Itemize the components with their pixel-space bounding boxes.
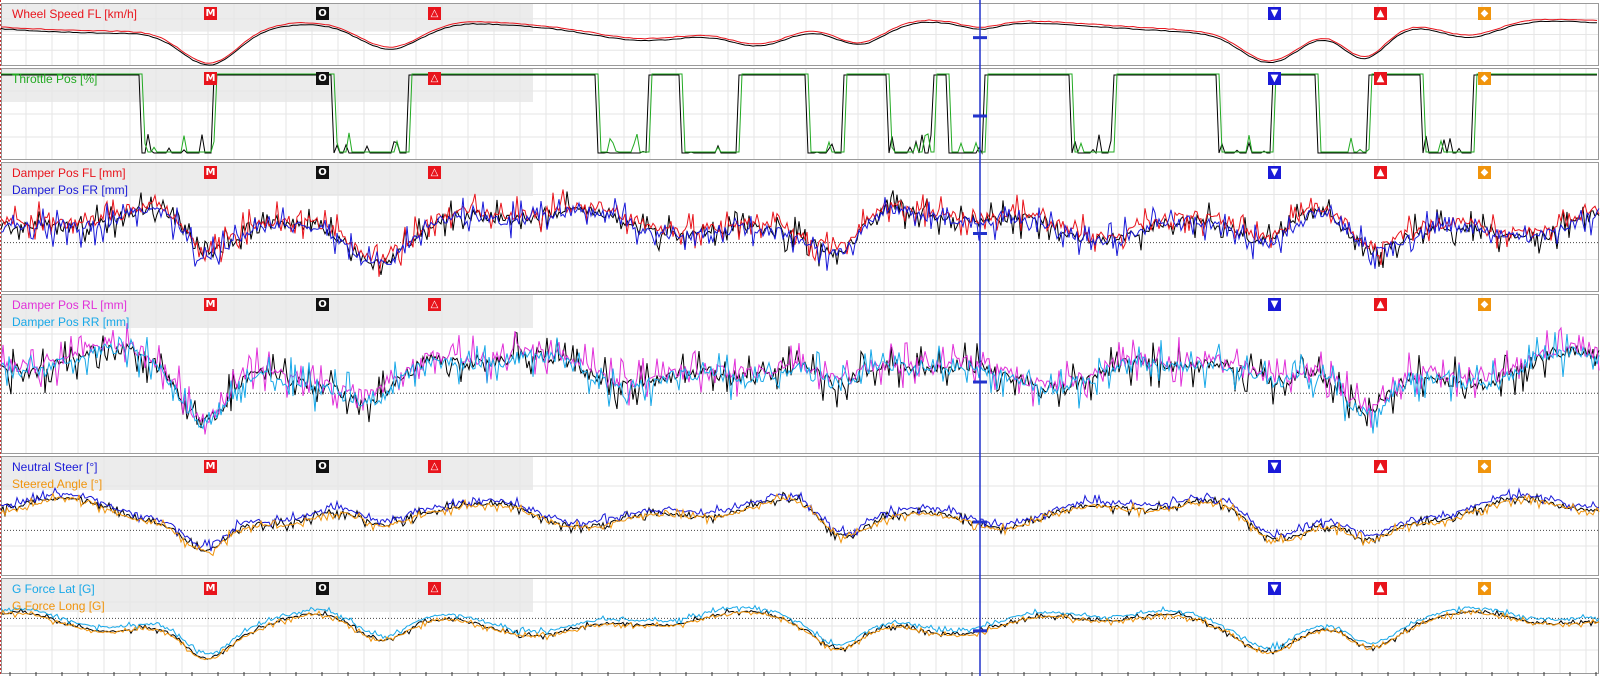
marker-down-icon[interactable]: ▼ [1268, 166, 1281, 179]
marker-triangle-icon[interactable]: △ [428, 460, 441, 473]
marker-m-icon[interactable]: M [204, 582, 217, 595]
chart-panel-6[interactable] [0, 578, 1600, 674]
trace-line [1, 18, 1598, 64]
trace-line [1, 73, 1597, 153]
marker-up-icon[interactable]: ▲ [1374, 166, 1387, 179]
marker-m-icon[interactable]: M [204, 72, 217, 85]
marker-m-icon[interactable]: M [204, 460, 217, 473]
series-label: Throttle Pos [%] [12, 72, 98, 86]
panel-border [1, 578, 1599, 674]
trace-line [0, 323, 1600, 435]
marker-o-icon[interactable]: O [316, 166, 329, 179]
series-label: Wheel Speed FL [km/h] [12, 7, 137, 21]
marker-triangle-icon[interactable]: △ [428, 166, 441, 179]
trace-line [0, 189, 1600, 277]
marker-diamond-icon[interactable]: ◆ [1478, 166, 1491, 179]
marker-down-icon[interactable]: ▼ [1268, 298, 1281, 311]
marker-o-icon[interactable]: O [316, 460, 329, 473]
panel-label-band [1, 162, 533, 196]
panel-border [1, 294, 1599, 454]
marker-o-icon[interactable]: O [316, 7, 329, 20]
trace-line [0, 604, 1600, 655]
panel-label-band [1, 578, 533, 612]
marker-o-icon[interactable]: O [316, 582, 329, 595]
series-label: Damper Pos RL [mm] [12, 298, 127, 312]
trace-line [1, 74, 1597, 155]
marker-diamond-icon[interactable]: ◆ [1478, 582, 1491, 595]
marker-triangle-icon[interactable]: △ [428, 72, 441, 85]
trace-line [0, 197, 1600, 271]
panel-border [1, 3, 1599, 66]
trace-line [0, 491, 1600, 557]
marker-down-icon[interactable]: ▼ [1268, 582, 1281, 595]
trace-line [0, 486, 1600, 552]
marker-up-icon[interactable]: ▲ [1374, 582, 1387, 595]
marker-down-icon[interactable]: ▼ [1268, 72, 1281, 85]
chart-panel-3[interactable] [0, 162, 1600, 292]
marker-up-icon[interactable]: ▲ [1374, 460, 1387, 473]
trace-line [0, 20, 1597, 66]
marker-diamond-icon[interactable]: ◆ [1478, 460, 1491, 473]
marker-diamond-icon[interactable]: ◆ [1478, 298, 1491, 311]
marker-m-icon[interactable]: M [204, 298, 217, 311]
chart-panel-1[interactable] [0, 3, 1599, 66]
marker-o-icon[interactable]: O [316, 298, 329, 311]
series-label: Damper Pos FR [mm] [12, 183, 129, 197]
series-label: Steered Angle [°] [12, 477, 103, 491]
marker-diamond-icon[interactable]: ◆ [1478, 7, 1491, 20]
chart-panel-4[interactable] [0, 294, 1600, 454]
trace-line [0, 608, 1600, 661]
panel-label-band [1, 294, 533, 328]
chart-panel-5[interactable] [0, 456, 1600, 576]
marker-triangle-icon[interactable]: △ [428, 582, 441, 595]
series-label: G Force Long [G] [12, 599, 105, 613]
marker-o-icon[interactable]: O [316, 72, 329, 85]
marker-triangle-icon[interactable]: △ [428, 298, 441, 311]
panel-border [1, 68, 1599, 160]
marker-up-icon[interactable]: ▲ [1374, 72, 1387, 85]
marker-down-icon[interactable]: ▼ [1268, 460, 1281, 473]
panel-border [1, 456, 1599, 576]
marker-diamond-icon[interactable]: ◆ [1478, 72, 1491, 85]
marker-m-icon[interactable]: M [204, 166, 217, 179]
series-label: Damper Pos RR [mm] [12, 315, 130, 329]
series-label: Damper Pos FL [mm] [12, 166, 126, 180]
marker-m-icon[interactable]: M [204, 7, 217, 20]
series-label: G Force Lat [G] [12, 582, 95, 596]
panel-label-band [1, 456, 533, 490]
chart-panel-2[interactable] [1, 68, 1599, 160]
marker-triangle-icon[interactable]: △ [428, 7, 441, 20]
marker-up-icon[interactable]: ▲ [1374, 7, 1387, 20]
marker-up-icon[interactable]: ▲ [1374, 298, 1387, 311]
series-label: Neutral Steer [°] [12, 460, 98, 474]
trace-line [0, 332, 1600, 434]
marker-down-icon[interactable]: ▼ [1268, 7, 1281, 20]
